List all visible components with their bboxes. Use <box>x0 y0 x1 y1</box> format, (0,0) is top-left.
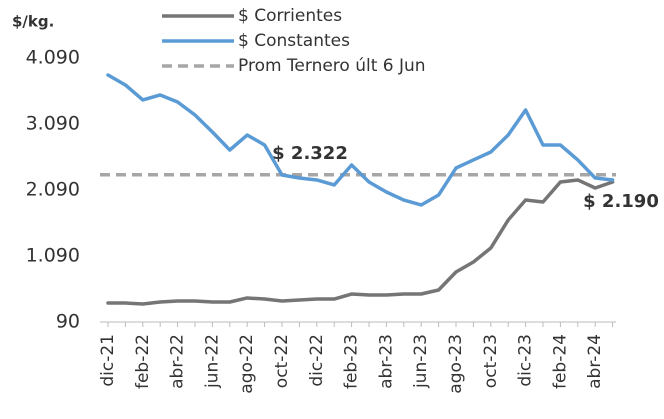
legend-label: $ Corrientes <box>238 6 342 26</box>
x-tick-label: jun-22 <box>202 334 222 389</box>
y-tick-label: 90 <box>56 311 80 333</box>
legend-label: $ Constantes <box>238 31 350 51</box>
x-tick-label: oct-23 <box>481 334 501 388</box>
series-line <box>106 178 615 306</box>
x-tick-label: abr-22 <box>168 334 188 389</box>
x-tick-label: dic-21 <box>98 334 118 387</box>
x-tick-label: abr-24 <box>585 334 605 389</box>
x-tick-label: feb-22 <box>133 334 153 389</box>
y-tick-label: 2.090 <box>26 179 80 201</box>
series-line <box>106 73 615 207</box>
annotation: $ 2.322 <box>272 143 348 164</box>
y-tick-label: 3.090 <box>26 113 80 135</box>
x-tick-label: abr-23 <box>376 334 396 389</box>
unit-label: $/kg. <box>12 13 54 31</box>
x-tick-label: dic-23 <box>516 334 536 387</box>
annotation: $ 2.190 <box>583 191 659 212</box>
x-tick-label: oct-22 <box>272 334 292 388</box>
x-tick-label: feb-24 <box>550 334 570 389</box>
x-tick-label: dic-22 <box>307 334 327 387</box>
x-tick-label: jun-23 <box>411 334 431 389</box>
y-tick-label: 4.090 <box>26 47 80 69</box>
x-tick-label: ago-22 <box>237 334 257 394</box>
legend-label: Prom Ternero últ 6 Jun <box>238 56 426 76</box>
y-tick-label: 1.090 <box>26 245 80 267</box>
x-tick-label: feb-23 <box>342 334 362 389</box>
x-tick-label: ago-23 <box>446 334 466 394</box>
